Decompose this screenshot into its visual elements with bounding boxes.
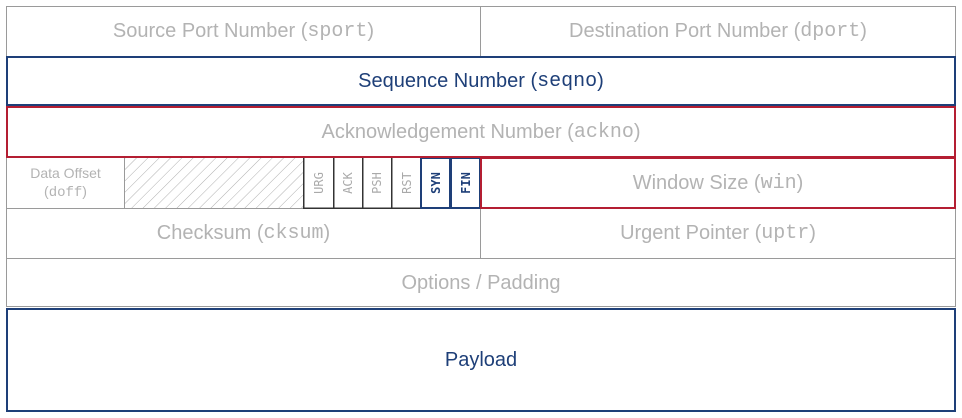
cksum-label: Checksum (156, 222, 252, 244)
ackno-label: Acknowledgement Number (321, 120, 562, 143)
doff-label: Data Offset (30, 165, 101, 181)
seqno-cell: Sequence Number (seqno) (358, 69, 604, 93)
reserved-bits-hatch (125, 158, 303, 208)
doff-cell: Data Offset (doff) (30, 165, 101, 201)
cksum-cell: Checksum (cksum) (156, 222, 331, 245)
flag-urg: URG (311, 172, 326, 194)
dport-cell: Destination Port Number (dport) (569, 20, 867, 43)
cksum-field: cksum (263, 222, 324, 245)
sport-field: sport (307, 20, 368, 43)
uptr-cell: Urgent Pointer (uptr) (620, 222, 816, 245)
win-box (480, 157, 956, 209)
payload-cell: Payload (7, 309, 955, 411)
seqno-label: Sequence Number (358, 69, 525, 92)
win-label: Window Size (632, 171, 749, 194)
flag-fin: FIN (458, 172, 473, 194)
options-cell: Options / Padding (7, 259, 955, 307)
payload-label: Payload (444, 348, 518, 371)
sport-cell: Source Port Number (sport) (112, 20, 375, 43)
payload-box (6, 308, 956, 412)
seqno-box (6, 56, 956, 106)
win-field: win (760, 171, 797, 195)
doff-field: doff (48, 185, 83, 201)
seqno-field: seqno (537, 69, 598, 93)
flag-psh: PSH (370, 172, 384, 194)
flag-ack: ACK (341, 172, 355, 194)
options-label: Options / Padding (401, 271, 561, 294)
ackno-cell: Acknowledgement Number (ackno) (321, 120, 641, 144)
uptr-label: Urgent Pointer (620, 222, 750, 244)
dport-field: dport (800, 20, 861, 43)
sport-label: Source Port Number (112, 20, 296, 42)
win-cell: Window Size (win) (632, 171, 804, 195)
dport-label: Destination Port Number (569, 20, 789, 42)
ackno-field: ackno (573, 120, 634, 144)
flag-syn: SYN (428, 172, 443, 194)
flag-rst: RST (399, 172, 414, 194)
uptr-field: uptr (761, 222, 810, 245)
